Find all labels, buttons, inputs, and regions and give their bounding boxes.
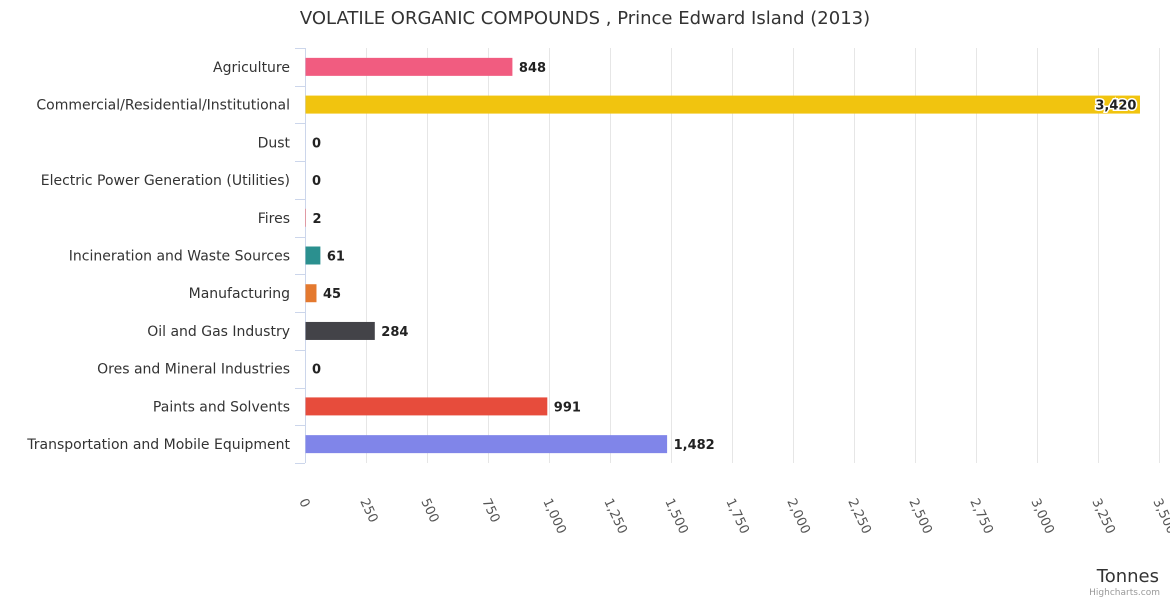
data-label: 0 bbox=[312, 174, 321, 189]
category-label: Dust bbox=[258, 135, 291, 151]
category-label: Fires bbox=[258, 211, 290, 227]
bars bbox=[305, 57, 1140, 454]
bar[interactable] bbox=[305, 95, 1140, 114]
bar[interactable] bbox=[305, 397, 548, 416]
category-label: Paints and Solvents bbox=[153, 399, 290, 415]
bar[interactable] bbox=[305, 284, 317, 303]
x-axis-title: Tonnes bbox=[1096, 566, 1159, 587]
bar[interactable] bbox=[305, 246, 321, 265]
category-label: Electric Power Generation (Utilities) bbox=[41, 173, 290, 189]
data-labels: 848 3,420 0 0 2 61 45 284 0 991 1,482 bbox=[312, 61, 1138, 453]
category-label: Incineration and Waste Sources bbox=[69, 249, 290, 265]
data-label: 1,482 bbox=[674, 438, 715, 453]
x-tick-label: 2,500 bbox=[905, 496, 934, 536]
category-label: Transportation and Mobile Equipment bbox=[26, 437, 290, 453]
x-tick-label: 3,000 bbox=[1027, 496, 1056, 536]
data-label: 991 bbox=[554, 400, 581, 415]
data-label: 0 bbox=[312, 363, 321, 378]
x-tick-label: 250 bbox=[356, 496, 380, 525]
x-axis-ticks: 0 250 500 750 1,000 1,250 1,500 1,750 2,000 2,250… bbox=[295, 496, 1170, 536]
bar[interactable] bbox=[305, 57, 513, 76]
x-tick-label: 1,750 bbox=[722, 496, 751, 536]
credits-link[interactable]: Highcharts.com bbox=[1089, 588, 1160, 598]
x-tick-label: 1,250 bbox=[600, 496, 629, 536]
category-labels: Agriculture Commercial/Residential/Instit… bbox=[26, 60, 290, 453]
x-tick-label: 0 bbox=[295, 496, 312, 510]
data-label: 2 bbox=[312, 212, 321, 227]
data-label: 45 bbox=[323, 287, 341, 302]
data-label: 848 bbox=[519, 61, 546, 76]
x-tick-label: 500 bbox=[417, 496, 441, 525]
data-label: 3,420 bbox=[1095, 99, 1136, 114]
x-tick-label: 1,000 bbox=[539, 496, 568, 536]
x-tick-label: 1,500 bbox=[661, 496, 690, 536]
category-label: Oil and Gas Industry bbox=[147, 324, 290, 340]
x-tick-label: 2,250 bbox=[844, 496, 873, 536]
data-label: 61 bbox=[327, 250, 345, 265]
x-tick-label: 3,500 bbox=[1149, 496, 1170, 536]
x-tick-label: 2,750 bbox=[966, 496, 995, 536]
grid-lines bbox=[295, 48, 1160, 464]
chart-title: VOLATILE ORGANIC COMPOUNDS , Prince Edwa… bbox=[300, 8, 870, 29]
data-label: 284 bbox=[381, 325, 408, 340]
category-label: Agriculture bbox=[213, 60, 290, 76]
bar[interactable] bbox=[305, 321, 375, 340]
data-label: 0 bbox=[312, 136, 321, 151]
x-tick-label: 3,250 bbox=[1088, 496, 1117, 536]
category-label: Ores and Mineral Industries bbox=[97, 362, 290, 378]
category-label: Manufacturing bbox=[189, 286, 290, 302]
bar[interactable] bbox=[305, 435, 668, 454]
x-tick-label: 2,000 bbox=[783, 496, 812, 536]
x-tick-label: 750 bbox=[478, 496, 502, 525]
category-label: Commercial/Residential/Institutional bbox=[36, 98, 290, 114]
